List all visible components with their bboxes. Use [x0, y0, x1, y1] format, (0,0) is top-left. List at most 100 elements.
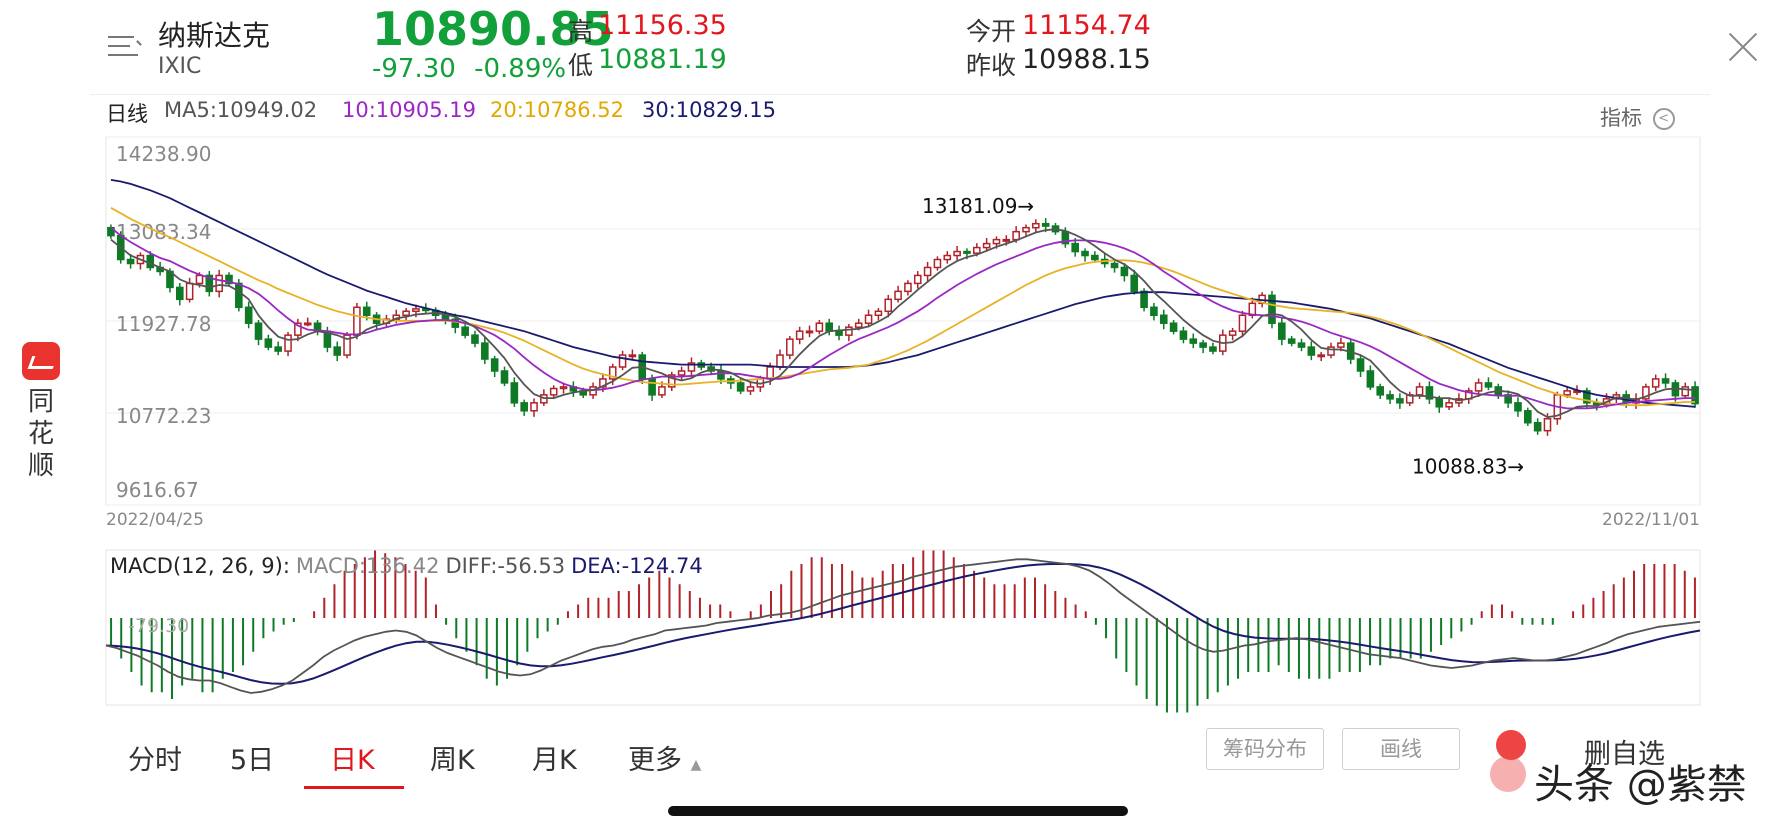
candle: [874, 308, 883, 321]
candle: [1199, 339, 1207, 354]
tab-5day[interactable]: 5日: [230, 745, 275, 776]
candle: [1179, 326, 1188, 344]
candle: [1681, 382, 1690, 399]
candle: [1651, 374, 1660, 392]
low-label: 低: [568, 51, 594, 80]
candle: [1356, 354, 1365, 378]
high-annotation: 13181.09→: [922, 194, 1034, 218]
candle: [667, 371, 676, 392]
ma30-line: [110, 179, 1696, 408]
candle: [805, 325, 814, 338]
candle: [1691, 381, 1699, 408]
app-side-label: 同 花 顺: [27, 387, 54, 481]
candle: [303, 317, 312, 327]
candle: [1533, 418, 1542, 435]
tab-daily-k[interactable]: 日K: [330, 745, 375, 776]
candle: [618, 350, 627, 371]
app-logo-icon: [22, 342, 60, 380]
candle: [500, 366, 509, 387]
dea-line: [105, 562, 1701, 685]
y-tick-label: 9616.67: [116, 478, 199, 502]
candle: [225, 272, 233, 287]
low-annotation: 10088.83→: [1412, 454, 1524, 478]
tab-intraday[interactable]: 分时: [128, 745, 182, 776]
x-tick-label: 2022/04/25: [106, 510, 204, 530]
candle: [864, 309, 873, 328]
candle: [254, 320, 263, 346]
candle: [1307, 341, 1316, 361]
candle: [481, 337, 489, 365]
candle: [530, 398, 538, 417]
candle: [727, 375, 735, 389]
change-value: -97.30: [372, 54, 456, 84]
candle: [1661, 373, 1670, 389]
ma10-value: 10:10905.19: [342, 98, 476, 122]
x-tick-label: 2022/11/01: [1602, 510, 1700, 530]
tab-monthly-k[interactable]: 月K: [532, 745, 577, 776]
candle: [569, 381, 578, 397]
candle: [264, 334, 273, 351]
candle: [1150, 302, 1158, 321]
candle: [835, 325, 843, 341]
candle: [913, 271, 922, 289]
chips-distribution-button[interactable]: 筹码分布: [1206, 728, 1324, 770]
candle: [1553, 391, 1562, 425]
fab-dot-icon[interactable]: [1496, 730, 1526, 760]
stock-code: IXIC: [158, 54, 202, 79]
home-indicator[interactable]: [668, 806, 1128, 816]
period-label: 日线: [106, 102, 148, 126]
candle: [845, 324, 853, 342]
period-tabs: 分时 5日 日K 周K 月K 更多 ▲ 筹码分布 画线 删自选: [0, 720, 1792, 792]
high-label: 高: [568, 17, 594, 46]
candle: [894, 285, 902, 303]
remove-favorite-button[interactable]: 删自选: [1584, 739, 1665, 770]
caret-up-icon: ▲: [690, 757, 702, 773]
candle: [1425, 381, 1434, 404]
candle: [1297, 338, 1306, 352]
tab-weekly-k[interactable]: 周K: [430, 745, 475, 776]
active-tab-indicator: [304, 786, 404, 789]
candle: [1317, 351, 1325, 362]
app-side-badge[interactable]: 同 花 顺: [22, 342, 60, 482]
candle: [549, 385, 558, 400]
candle: [284, 331, 292, 357]
candle: [1514, 397, 1522, 417]
candle: [333, 341, 342, 362]
tab-more[interactable]: 更多 ▲: [628, 738, 701, 777]
candle: [1484, 377, 1493, 391]
indicator-arrow-icon: <: [1652, 108, 1675, 130]
candle: [343, 331, 351, 359]
candle: [1376, 383, 1385, 400]
candle: [461, 324, 469, 339]
candle: [1022, 224, 1030, 236]
candle: [884, 294, 893, 318]
candle: [215, 269, 223, 298]
candle: [1238, 310, 1247, 338]
candle: [294, 318, 302, 342]
candle: [943, 251, 952, 264]
candle: [1032, 219, 1040, 233]
macd-frame: [105, 549, 1701, 706]
ma10-line: [110, 226, 1696, 410]
watermark: 头条 @紫禁: [1534, 762, 1747, 808]
indicator-button[interactable]: 指标 <: [1600, 102, 1675, 132]
open-value: 11154.74: [1022, 10, 1151, 41]
menu-icon[interactable]: [108, 32, 144, 60]
macd-y-label: -79.30: [128, 615, 189, 637]
fab-shadow: [1490, 756, 1526, 792]
candle: [1366, 365, 1375, 391]
candle: [402, 308, 410, 321]
candle: [1386, 390, 1394, 404]
prev-close-label: 昨收: [966, 51, 1017, 80]
ma20-value: 20:10786.52: [490, 98, 624, 122]
candle: [815, 320, 824, 335]
candle: [933, 256, 942, 271]
candle: [1159, 309, 1168, 330]
draw-line-button[interactable]: 画线: [1342, 728, 1460, 770]
candle: [1396, 393, 1404, 409]
candle: [490, 355, 499, 378]
candle: [175, 283, 184, 306]
ma5-line: [110, 228, 1696, 419]
candle: [786, 335, 794, 360]
